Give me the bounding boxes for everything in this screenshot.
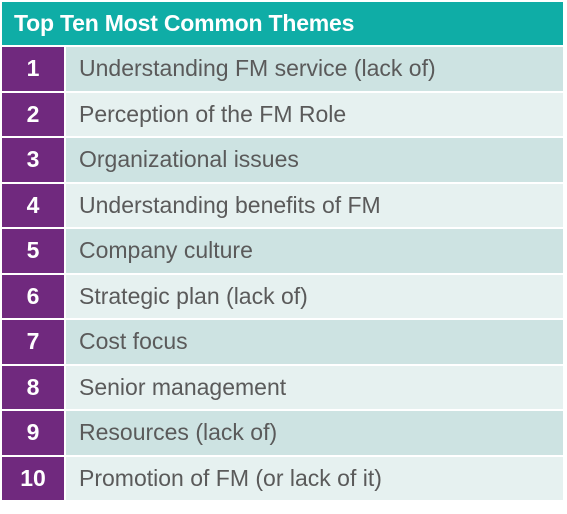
theme-cell: Perception of the FM Role bbox=[66, 92, 563, 136]
theme-cell: Strategic plan (lack of) bbox=[66, 274, 563, 318]
rank-cell: 1 bbox=[2, 47, 66, 91]
theme-cell: Resources (lack of) bbox=[66, 411, 563, 455]
rank-cell: 6 bbox=[2, 274, 66, 318]
theme-cell: Understanding FM service (lack of) bbox=[66, 47, 563, 91]
theme-cell: Understanding benefits of FM bbox=[66, 183, 563, 227]
rank-cell: 5 bbox=[2, 229, 66, 273]
table-row: 1 Understanding FM service (lack of) bbox=[2, 47, 563, 93]
table-title: Top Ten Most Common Themes bbox=[14, 10, 355, 36]
rank-cell: 8 bbox=[2, 365, 66, 409]
table-row: 8 Senior management bbox=[2, 365, 563, 411]
table-row: 7 Cost focus bbox=[2, 320, 563, 366]
rank-cell: 7 bbox=[2, 320, 66, 364]
rank-cell: 3 bbox=[2, 138, 66, 182]
table-row: 9 Resources (lack of) bbox=[2, 411, 563, 457]
themes-table: Top Ten Most Common Themes 1 Understandi… bbox=[2, 2, 563, 502]
theme-cell: Organizational issues bbox=[66, 138, 563, 182]
table-row: 2 Perception of the FM Role bbox=[2, 92, 563, 138]
rank-cell: 2 bbox=[2, 92, 66, 136]
rank-cell: 10 bbox=[2, 456, 66, 500]
table-row: 6 Strategic plan (lack of) bbox=[2, 274, 563, 320]
theme-cell: Company culture bbox=[66, 229, 563, 273]
table-row: 10 Promotion of FM (or lack of it) bbox=[2, 456, 563, 502]
theme-cell: Cost focus bbox=[66, 320, 563, 364]
theme-cell: Senior management bbox=[66, 365, 563, 409]
table-row: 3 Organizational issues bbox=[2, 138, 563, 184]
table-header: Top Ten Most Common Themes bbox=[2, 2, 563, 47]
rank-cell: 4 bbox=[2, 183, 66, 227]
table-row: 4 Understanding benefits of FM bbox=[2, 183, 563, 229]
table-row: 5 Company culture bbox=[2, 229, 563, 275]
theme-cell: Promotion of FM (or lack of it) bbox=[66, 456, 563, 500]
rank-cell: 9 bbox=[2, 411, 66, 455]
